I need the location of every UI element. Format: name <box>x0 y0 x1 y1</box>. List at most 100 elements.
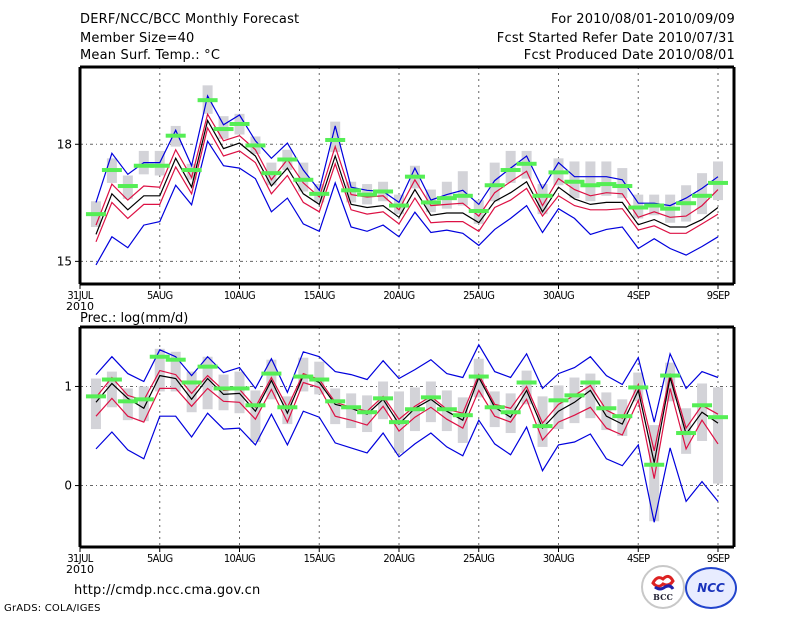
prec-observed-bar <box>149 354 170 359</box>
temp-xtick-label: 31JUL <box>67 289 93 302</box>
temp-observed-bar <box>484 183 505 188</box>
prec-observed-bar <box>420 395 441 400</box>
prec-observed-bar <box>404 407 425 412</box>
temp-observed-bar <box>133 163 154 168</box>
prec-observed-bar <box>468 374 489 379</box>
prec-spread-box <box>537 396 548 447</box>
prec-xtick-label: 30AUG <box>543 552 574 565</box>
temp-observed-bar <box>532 193 553 198</box>
prec-observed-bar <box>389 420 409 425</box>
prec-observed-bar <box>532 424 553 429</box>
prec-spread-box <box>330 388 341 425</box>
temp-observed-bar <box>500 168 521 173</box>
temp-observed-bar <box>628 205 649 210</box>
temp-observed-bar <box>101 168 122 173</box>
prec-spread-box <box>553 385 564 430</box>
prec-line-lower <box>95 381 719 479</box>
prec-spread-box <box>585 373 596 419</box>
prec-spread-box <box>202 356 213 410</box>
temp-line-lower <box>95 126 719 243</box>
prec-xtick-label: 5AUG <box>147 552 173 565</box>
temp-observed-bar <box>452 193 473 198</box>
temp-observed-bar <box>676 201 697 206</box>
prec-observed-bar <box>516 380 537 385</box>
prec-xtick-label: 9SEP <box>707 552 730 565</box>
temp-ytick-label: 18 <box>57 137 72 151</box>
prec-line-mean <box>95 374 719 463</box>
temp-xtick-label: 20AUG <box>383 289 414 302</box>
temp-observed-bar <box>117 184 138 189</box>
temp-line-min <box>95 139 719 266</box>
bcc-cloud-icon <box>651 574 675 591</box>
prec-observed-bar <box>373 396 394 401</box>
prec-observed-bar <box>261 371 282 376</box>
temp-xtick-label: 30AUG <box>543 289 574 302</box>
prec-xtick-label: 10AUG <box>224 552 255 565</box>
temp-spread-box <box>601 161 612 196</box>
temp-observed-bar <box>692 193 713 198</box>
temp-observed-bar <box>293 177 314 182</box>
prec-line-min <box>95 410 719 523</box>
prec-observed-bar <box>229 386 250 391</box>
temp-observed-bar <box>229 121 250 126</box>
temp-spread-box <box>330 121 341 153</box>
prec-observed-bar <box>277 405 298 410</box>
temp-spread-box <box>537 184 548 215</box>
prec-panel-title: Prec.: log(mm/d) <box>80 311 188 326</box>
prec-observed-bar <box>357 410 378 415</box>
temp-observed-bar <box>373 189 394 194</box>
prec-spread-box <box>346 393 357 429</box>
prec-ytick-label: 0 <box>64 479 72 493</box>
temp-observed-bar <box>277 157 298 162</box>
temp-spread-box <box>505 150 516 183</box>
prec-spread-box <box>122 388 133 421</box>
temp-observed-bar <box>564 179 585 184</box>
ncc-logo: NCC <box>685 567 737 609</box>
temp-observed-bar <box>436 196 457 201</box>
temp-observed-bar <box>309 191 330 196</box>
temp-spread-box <box>298 162 309 192</box>
prec-xtick-year: 2010 <box>66 563 94 576</box>
temp-observed-bar <box>708 180 728 185</box>
temp-observed-bar <box>596 182 617 187</box>
temp-observed-bar <box>149 163 170 168</box>
temp-spread-box <box>457 171 468 206</box>
temp-observed-bar <box>516 161 537 166</box>
prec-observed-bar <box>452 413 473 418</box>
temp-observed-bar <box>468 209 489 214</box>
temp-observed-bar <box>612 184 633 189</box>
prec-spread-box <box>601 392 612 431</box>
temp-observed-bar <box>341 188 362 193</box>
source-url[interactable]: http://cmdp.ncc.cma.gov.cn <box>74 583 261 598</box>
prec-spread-box <box>106 371 117 408</box>
prec-observed-bar <box>436 407 457 412</box>
prec-spread-box <box>234 371 245 414</box>
prec-observed-bar <box>708 415 728 420</box>
temp-observed-bar <box>85 212 106 217</box>
bcc-logo-text: BCC <box>653 592 673 602</box>
forecast-period: For 2010/08/01-2010/09/09 <box>551 12 735 27</box>
temp-xtick-label: 9SEP <box>707 289 730 302</box>
prec-observed-bar <box>133 397 154 402</box>
prec-xtick-label: 20AUG <box>383 552 414 565</box>
prec-observed-bar <box>580 380 601 385</box>
prec-xtick-label: 15AUG <box>304 552 335 565</box>
prec-ytick-label: 1 <box>64 379 72 393</box>
temp-observed-bar <box>325 137 346 142</box>
prec-spread-box <box>425 381 436 423</box>
prec-observed-bar <box>341 405 362 410</box>
temp-line-mean <box>95 118 719 235</box>
prec-spread-box <box>218 374 229 411</box>
prec-spread-box <box>90 378 101 430</box>
prec-observed-bar <box>293 374 314 379</box>
prec-observed-bar <box>245 403 266 408</box>
prec-observed-bar <box>165 357 186 362</box>
forecast-produced-date: Fcst Produced Date 2010/08/01 <box>523 48 735 63</box>
temp-panel-title: Mean Surf. Temp.: °C <box>80 48 221 63</box>
prec-observed-bar <box>612 414 633 419</box>
temp-xtick-year: 2010 <box>66 300 94 313</box>
prec-observed-bar <box>309 377 330 382</box>
temp-observed-bar <box>357 192 378 197</box>
prec-observed-bar <box>596 406 617 411</box>
